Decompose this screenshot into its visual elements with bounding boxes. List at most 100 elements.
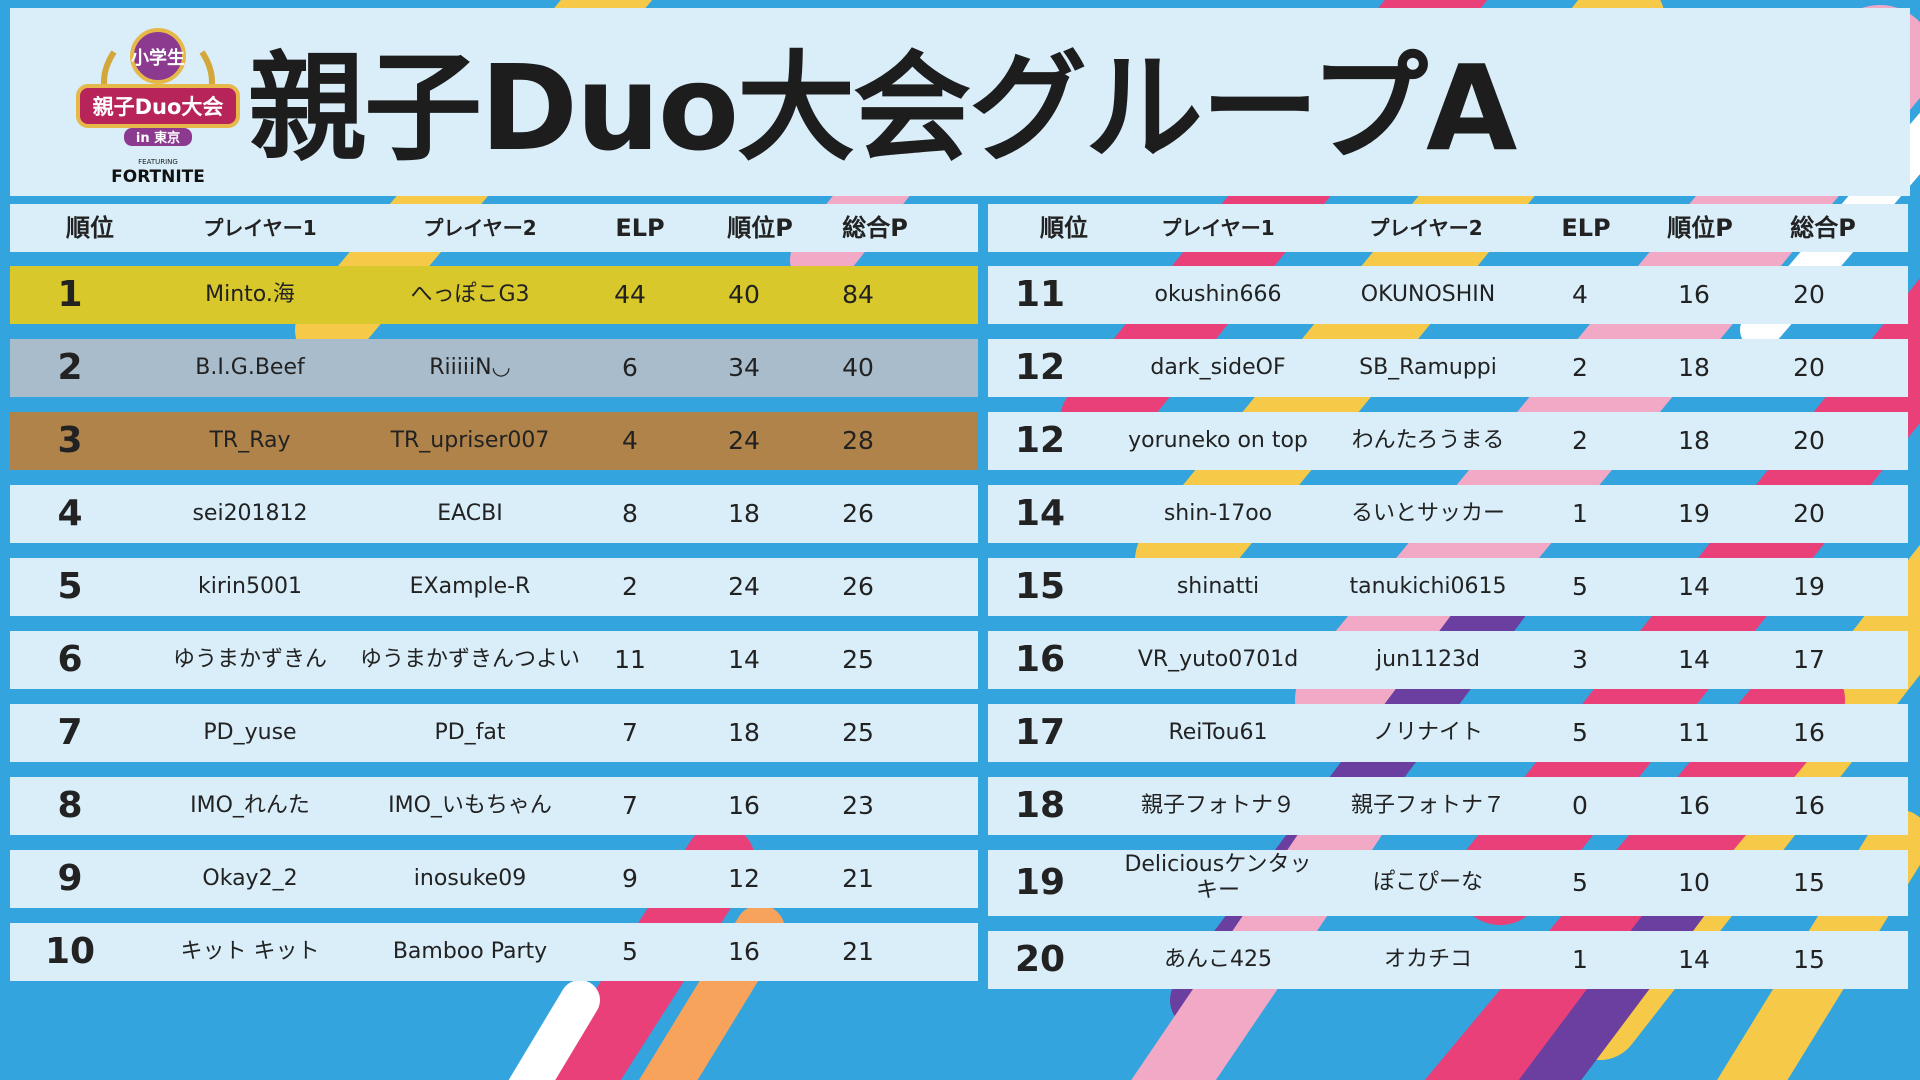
rank-cell: 9 [57, 858, 83, 899]
col-player1: プレイヤー1 [203, 216, 317, 240]
rank-points-cell: 14 [1678, 945, 1710, 974]
total-points-cell: 20 [1793, 499, 1825, 528]
table-row: 2 B.I.G.Beef RiiiiiN◡ 6 34 40 [10, 339, 978, 397]
tournament-logo: 小学生 親子Duo大会 in 東京 FEATURING FORTNITE [76, 28, 240, 187]
table-row: 12 dark_sideOF SB_Ramuppi 2 18 20 [988, 339, 1908, 397]
rank-cell: 17 [1014, 712, 1066, 753]
col-rank-points: 順位P [727, 214, 793, 242]
table-row: 15 shinatti tanukichi0615 5 14 19 [988, 558, 1908, 616]
player2-cell: るいとサッカー [1350, 501, 1505, 526]
col-rank: 順位 [1040, 214, 1088, 242]
player1-cell: Okay2_2 [202, 866, 298, 891]
table-row: 6 ゆうまかずきん ゆうまかずきんつよい 11 14 25 [10, 631, 978, 689]
rank-cell: 6 [57, 639, 83, 680]
player2-cell: PD_fat [434, 720, 506, 745]
col-rank-points: 順位P [1667, 214, 1733, 242]
table-row: 14 shin-17oo るいとサッカー 1 19 20 [988, 485, 1908, 543]
total-points-cell: 16 [1793, 791, 1825, 820]
rank-points-cell: 18 [1678, 353, 1710, 382]
rank-points-cell: 18 [728, 499, 760, 528]
elp-cell: 11 [614, 645, 646, 674]
total-points-cell: 26 [842, 499, 874, 528]
elp-cell: 2 [622, 572, 638, 601]
col-player2: プレイヤー2 [1369, 216, 1483, 240]
rank-cell: 18 [1014, 785, 1066, 826]
total-points-cell: 21 [842, 864, 874, 893]
table-row: 8 IMO_れんた IMO_いもちゃん 7 16 23 [10, 777, 978, 835]
rank-points-cell: 10 [1678, 868, 1710, 897]
player1-cell: yoruneko on top [1128, 428, 1308, 453]
player1-cell: IMO_れんた [190, 793, 310, 818]
rank-cell: 11 [1014, 274, 1066, 315]
rank-points-cell: 14 [1678, 572, 1710, 601]
table-row: 10 キット キット Bamboo Party 5 16 21 [10, 923, 978, 981]
elp-cell: 1 [1572, 499, 1588, 528]
rank-points-cell: 18 [728, 718, 760, 747]
col-player2: プレイヤー2 [423, 216, 537, 240]
total-points-cell: 25 [842, 645, 874, 674]
table-row: 3 TR_Ray TR_upriser007 4 24 28 [10, 412, 978, 470]
player1-cell: shinatti [1176, 574, 1260, 599]
logo-sub: in 東京 [136, 130, 180, 146]
table-header: 順位 プレイヤー1 プレイヤー2 ELP 順位P 総合P [10, 204, 978, 252]
rank-cell: 12 [1014, 347, 1066, 388]
rank-cell: 20 [1014, 939, 1066, 980]
standings-table-left: 順位 プレイヤー1 プレイヤー2 ELP 順位P 総合P 1 Minto.海 へ… [10, 204, 978, 981]
total-points-cell: 20 [1793, 280, 1825, 309]
col-player1: プレイヤー1 [1161, 216, 1275, 240]
rank-points-cell: 14 [728, 645, 760, 674]
player2-cell: RiiiiiN◡ [429, 355, 511, 380]
logo-name: 親子Duo大会 [93, 95, 224, 119]
player1-cell: PD_yuse [203, 720, 297, 745]
player2-cell: ゆうまかずきんつよい [359, 647, 580, 672]
rank-cell: 4 [57, 493, 83, 534]
total-points-cell: 25 [842, 718, 874, 747]
page-title: 親子Duo大会グループA [248, 39, 1517, 177]
header-banner: 小学生 親子Duo大会 in 東京 FEATURING FORTNITE 親子D… [10, 8, 1910, 196]
rank-points-cell: 11 [1678, 718, 1710, 747]
player1-cell: Deliciousケンタッキー [1124, 852, 1312, 903]
player1-cell: kirin5001 [198, 574, 302, 599]
table-row: 1 Minto.海 へっぽこG3 44 40 84 [10, 266, 978, 324]
table-row: 7 PD_yuse PD_fat 7 18 25 [10, 704, 978, 762]
rank-points-cell: 16 [728, 937, 760, 966]
logo-featuring: FEATURING [138, 158, 178, 166]
player1-cell: あんこ425 [1164, 947, 1272, 972]
rank-points-cell: 16 [1678, 791, 1710, 820]
rank-cell: 1 [57, 274, 83, 315]
total-points-cell: 16 [1793, 718, 1825, 747]
rank-points-cell: 14 [1678, 645, 1710, 674]
player1-cell: Minto.海 [205, 282, 295, 307]
rank-points-cell: 24 [728, 572, 760, 601]
elp-cell: 0 [1572, 791, 1588, 820]
total-points-cell: 28 [842, 426, 874, 455]
rank-points-cell: 16 [728, 791, 760, 820]
player2-cell: EACBI [437, 501, 503, 526]
player2-cell: EXample-R [409, 574, 531, 599]
player2-cell: OKUNOSHIN [1360, 282, 1496, 307]
player2-cell: ノリナイト [1372, 720, 1483, 745]
player1-cell: dark_sideOF [1150, 355, 1286, 380]
rank-cell: 8 [57, 785, 83, 826]
col-total-points: 総合P [1790, 214, 1856, 242]
rank-cell: 7 [57, 712, 83, 753]
elp-cell: 4 [622, 426, 638, 455]
col-total-points: 総合P [842, 214, 908, 242]
total-points-cell: 84 [842, 280, 874, 309]
table-row: 19 Deliciousケンタッキー ぽこぴーな 5 10 15 [988, 850, 1908, 916]
table-row: 4 sei201812 EACBI 8 18 26 [10, 485, 978, 543]
player2-cell: IMO_いもちゃん [388, 793, 552, 818]
elp-cell: 5 [1572, 718, 1588, 747]
total-points-cell: 19 [1793, 572, 1825, 601]
player1-cell: ReiTou61 [1168, 720, 1268, 745]
elp-cell: 3 [1572, 645, 1588, 674]
logo-brand: FORTNITE [111, 167, 205, 187]
standings-table-right: 順位 プレイヤー1 プレイヤー2 ELP 順位P 総合P 11 okushin6… [988, 204, 1908, 989]
player1-cell: okushin666 [1154, 282, 1282, 307]
elp-cell: 5 [1572, 868, 1588, 897]
table-row: 12 yoruneko on top わんたろうまる 2 18 20 [988, 412, 1908, 470]
player2-cell: へっぽこG3 [410, 282, 530, 307]
player1-cell: B.I.G.Beef [195, 355, 305, 380]
elp-cell: 44 [614, 280, 646, 309]
elp-cell: 7 [622, 791, 638, 820]
